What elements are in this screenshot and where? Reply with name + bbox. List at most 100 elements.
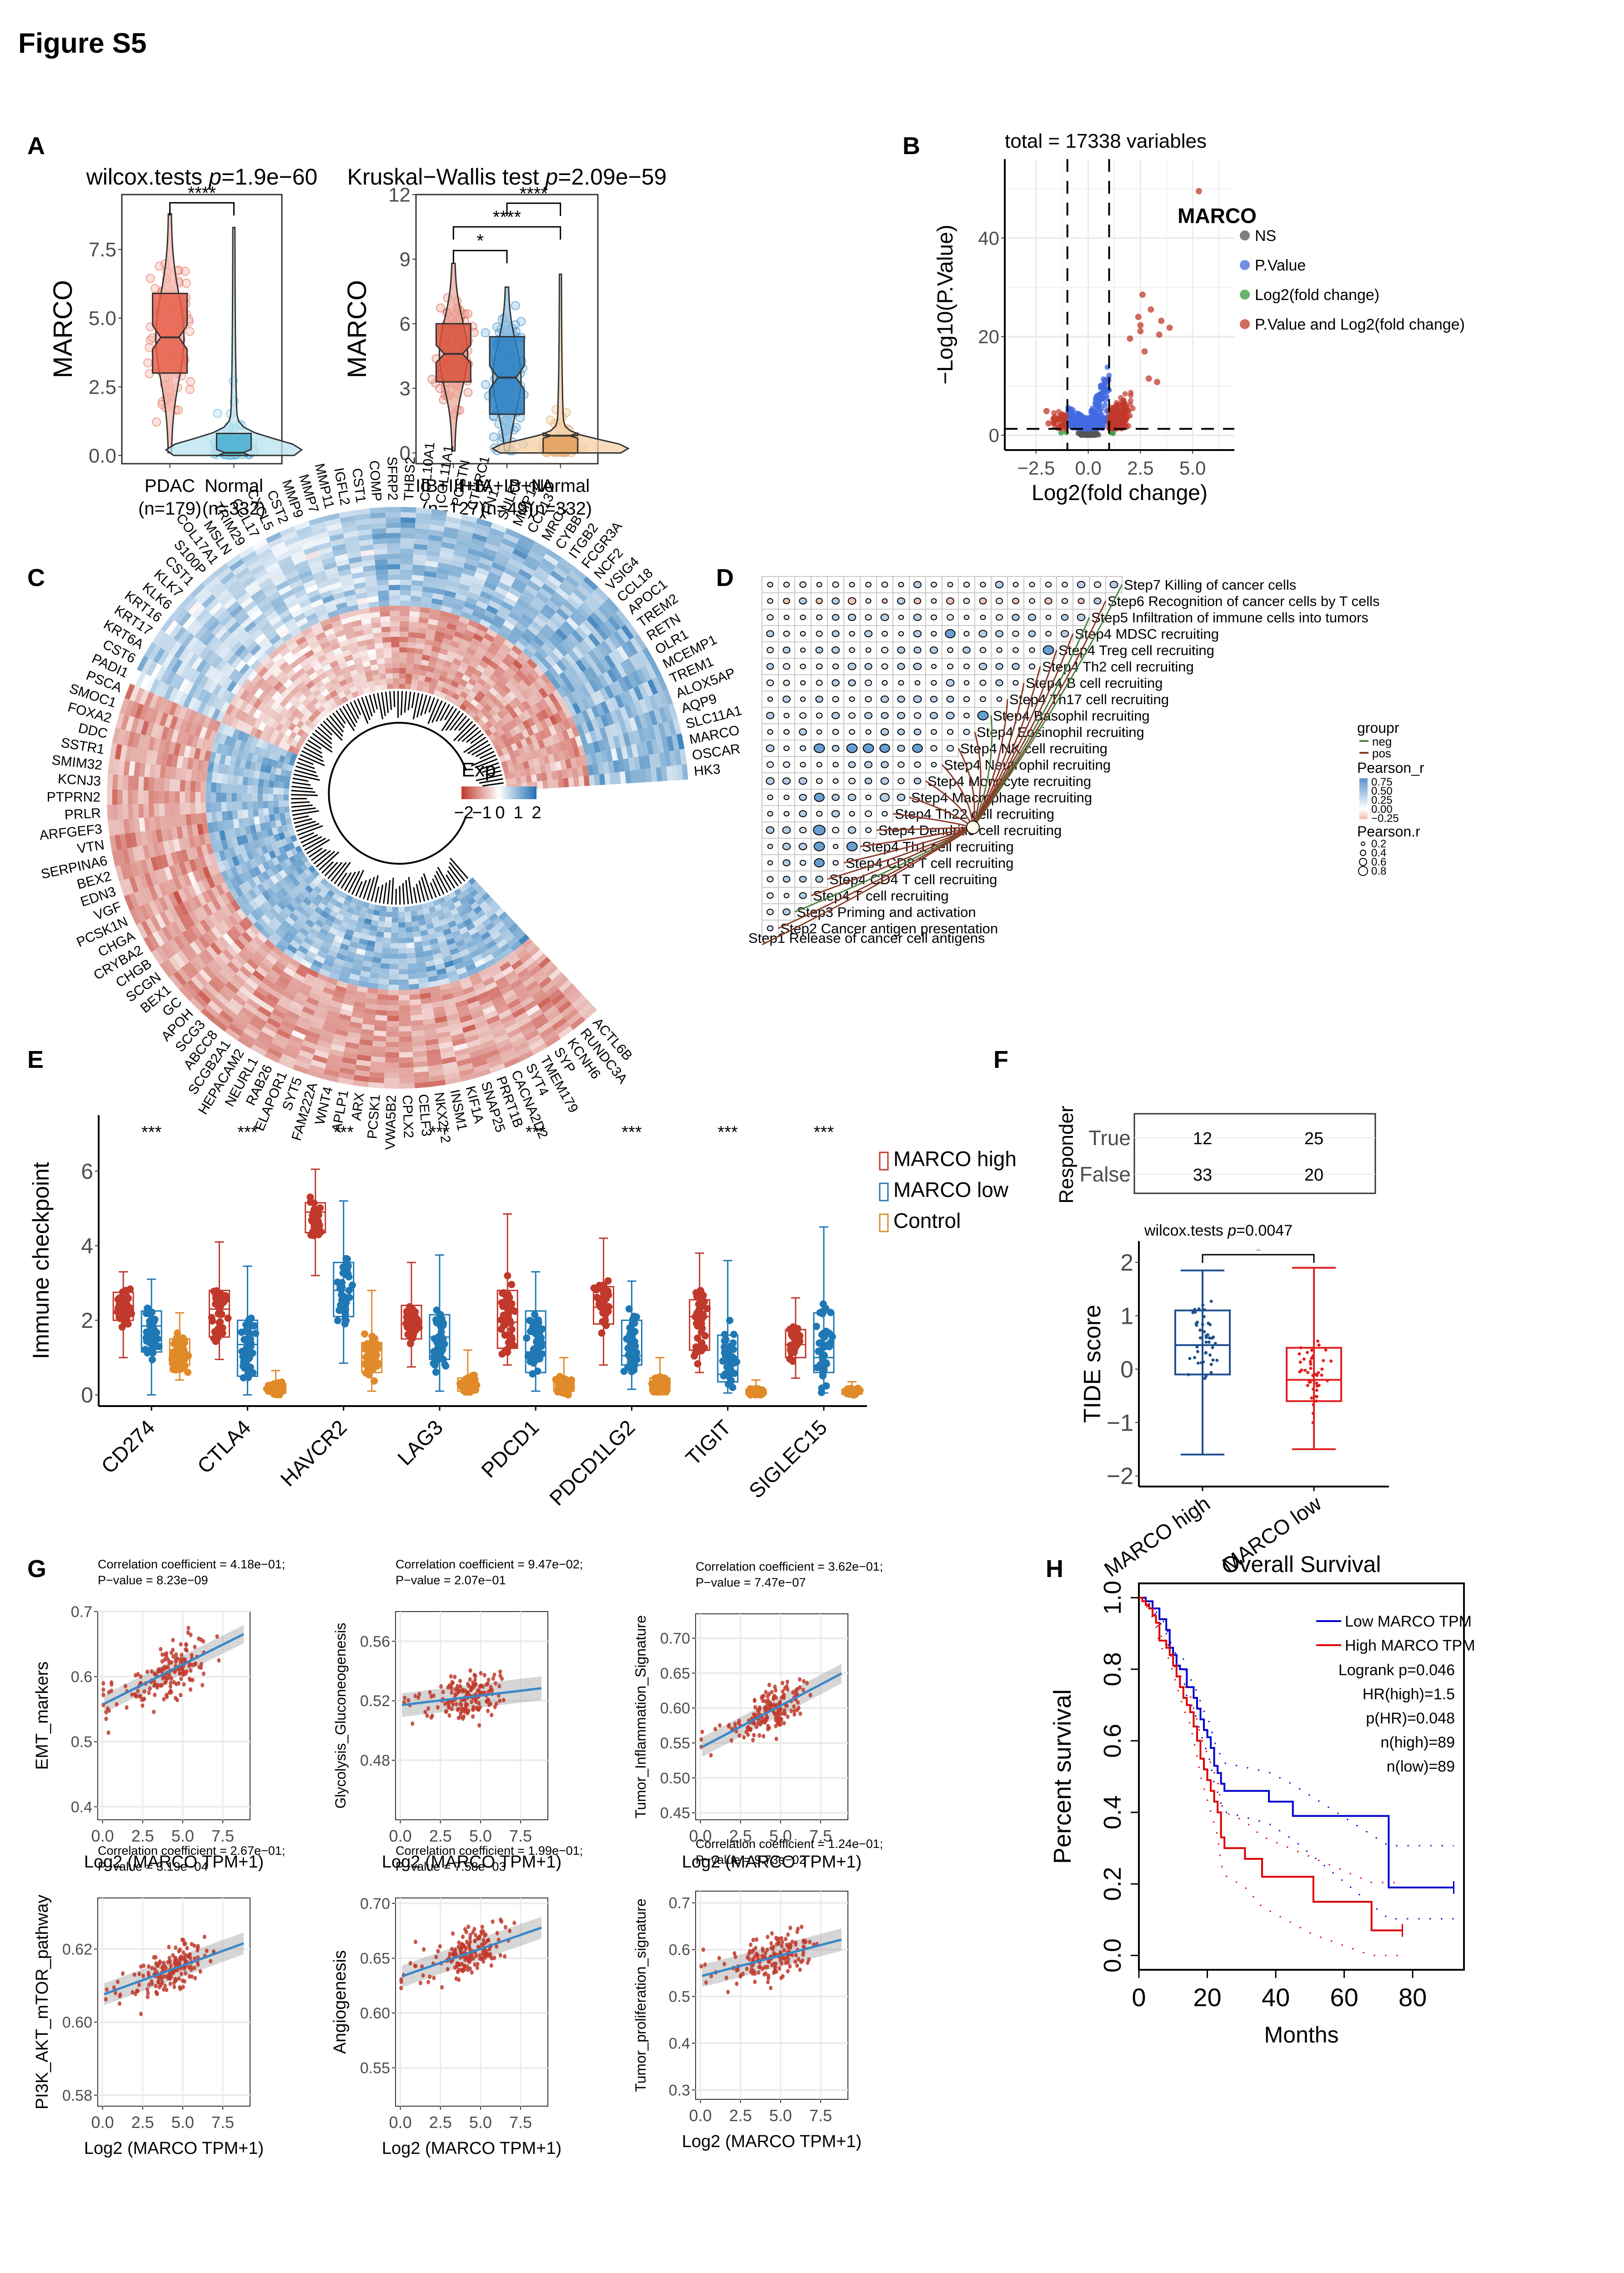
y-axis-label: MARCO	[48, 280, 78, 378]
data-point	[546, 416, 555, 425]
heatmap-cell	[406, 668, 413, 674]
heatmap-cell	[399, 668, 406, 674]
heatmap-cell	[410, 606, 421, 612]
heatmap-cell	[399, 1005, 411, 1011]
point-sig-highlight	[1137, 322, 1144, 329]
heatmap-cell	[274, 813, 281, 821]
heatmap-cell	[399, 1072, 415, 1079]
heatmap-cell	[398, 927, 406, 933]
heatmap-cell	[112, 789, 118, 805]
y-tick-label: 5.0	[89, 307, 116, 330]
heatmap-cell	[154, 803, 160, 817]
heatmap-cell	[391, 631, 400, 637]
notched-box	[216, 433, 252, 457]
point-pvalue	[1102, 402, 1108, 408]
data-point	[213, 409, 222, 418]
heatmap-cell	[386, 517, 401, 523]
heatmap-cell	[107, 789, 112, 805]
heatmap-cell	[375, 564, 388, 571]
heatmap-cell	[387, 564, 401, 570]
heatmap-cell	[242, 776, 249, 786]
heatmap-cell	[376, 926, 385, 932]
title-p: p	[208, 164, 221, 190]
heatmap-cell	[412, 669, 420, 675]
heatmap-cell	[374, 1020, 387, 1026]
gene-label: PTPRN2	[47, 790, 100, 805]
panel-letter-b: B	[902, 132, 920, 160]
gene-label: KCNJ3	[57, 771, 101, 789]
point-sig-highlight	[1156, 331, 1163, 338]
heatmap-cell	[185, 791, 190, 803]
data-point	[174, 405, 183, 415]
heatmap-cell	[384, 657, 392, 664]
heatmap-cell	[370, 1066, 385, 1073]
heatmap-cell	[391, 917, 399, 923]
heatmap-cell	[211, 782, 217, 793]
heatmap-cell	[386, 911, 392, 917]
heatmap-cell	[273, 794, 279, 801]
heatmap-cell	[283, 800, 289, 807]
heatmap-cell	[411, 1025, 424, 1031]
heatmap-cell	[378, 595, 390, 601]
heatmap-cell	[399, 626, 409, 632]
heatmap-cell	[392, 662, 399, 668]
heatmap-cell	[200, 802, 206, 813]
heatmap-cell	[247, 777, 254, 786]
heatmap-cell	[406, 932, 414, 938]
heatmap-cell	[398, 932, 406, 938]
heatmap-cell	[206, 792, 211, 803]
heatmap-cell	[180, 803, 185, 815]
heatmap-cell	[284, 812, 291, 819]
group-normal: Normal(n=332)	[165, 226, 303, 519]
heatmap-cell	[410, 1004, 422, 1011]
heatmap-cell	[247, 801, 253, 810]
gene-label: CST1	[349, 467, 368, 504]
title-value: =2.09e−59	[558, 164, 667, 190]
heatmap-cell	[390, 616, 400, 621]
heatmap-cell	[169, 791, 175, 804]
heatmap-cell	[578, 776, 585, 786]
point-sig-highlight	[1195, 188, 1202, 195]
heatmap-cell	[398, 969, 408, 975]
heatmap-cell	[391, 647, 400, 653]
heatmap-cell	[117, 804, 124, 820]
heatmap-cell	[406, 658, 415, 664]
heatmap-cell	[159, 778, 165, 791]
heatmap-cell	[390, 621, 400, 627]
point-sig-highlight	[1145, 375, 1152, 382]
heatmap-cell	[252, 801, 258, 809]
heatmap-cell	[269, 814, 276, 822]
heatmap-cell	[381, 953, 391, 959]
chart-title: wilcox.tests p=1.9e−60	[86, 164, 318, 190]
heatmap-cell	[174, 791, 180, 803]
heatmap-cell	[252, 808, 259, 817]
panel-letter-h: H	[1046, 1555, 1063, 1582]
heatmap-cell	[201, 812, 207, 824]
point-pvalue	[1077, 411, 1083, 417]
heatmap-cell	[410, 1009, 422, 1016]
heatmap-cell	[410, 596, 422, 602]
y-tick-label: 3	[400, 378, 411, 400]
heatmap-cell	[391, 657, 400, 663]
heatmap-cell	[236, 784, 243, 793]
heatmap-cell	[385, 916, 392, 922]
heatmap-cell	[390, 958, 399, 964]
point-pvalue	[1080, 421, 1086, 426]
heatmap-cell	[412, 926, 420, 932]
point-ns	[1093, 431, 1099, 437]
heatmap-cell	[376, 580, 389, 586]
significance-label: ****	[493, 207, 521, 227]
heatmap-cell	[284, 782, 290, 789]
heatmap-cell	[405, 916, 412, 922]
heatmap-cell	[382, 642, 391, 648]
heatmap-cell	[386, 543, 401, 549]
heatmap-cell	[232, 810, 238, 820]
heatmap-cell	[377, 989, 389, 995]
heatmap-cell	[216, 811, 223, 822]
heatmap-cell	[383, 647, 392, 653]
heatmap-cell	[399, 611, 410, 616]
heatmap-cell	[279, 781, 285, 789]
heatmap-cell	[211, 792, 216, 802]
heatmap-cell	[216, 782, 222, 793]
heatmap-cell	[411, 674, 419, 680]
